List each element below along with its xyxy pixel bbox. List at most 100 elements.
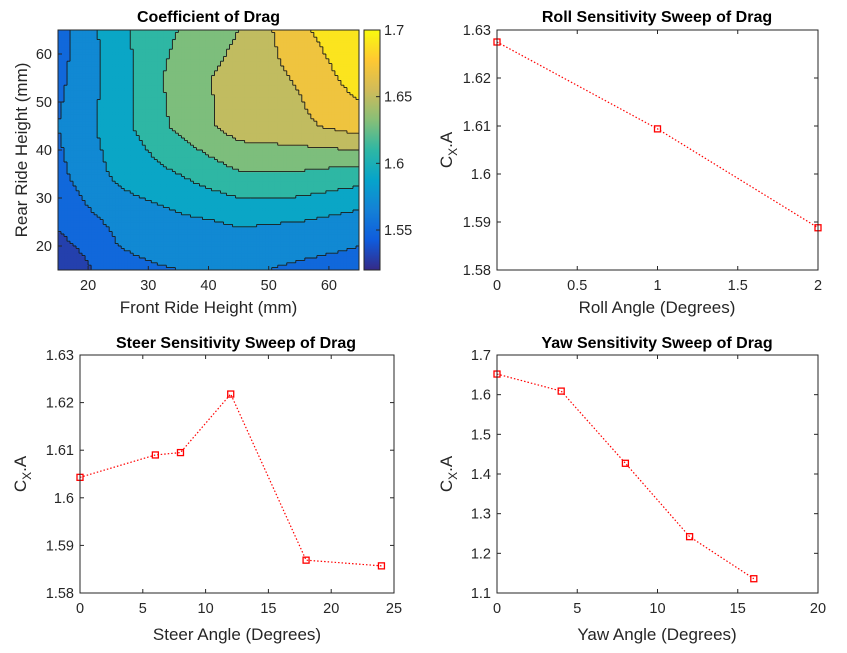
- contour-cell: [61, 212, 65, 216]
- contour-cell: [223, 238, 228, 242]
- contour-cell: [175, 186, 179, 189]
- contour-cell: [61, 178, 65, 182]
- contour-cell: [301, 154, 306, 158]
- contour-cell: [322, 222, 327, 225]
- contour-cell: [61, 265, 65, 269]
- contour-cell: [97, 195, 101, 199]
- contour-cell: [247, 200, 252, 204]
- contour-cell: [295, 159, 300, 163]
- contour-cell: [346, 154, 351, 158]
- contour-cell: [322, 157, 327, 161]
- contour-cell: [64, 243, 68, 247]
- contour-cell: [73, 262, 77, 266]
- contour-cell: [337, 258, 342, 261]
- contour-cell: [145, 219, 149, 223]
- contour-cell: [244, 234, 249, 237]
- contour-cell: [181, 152, 186, 156]
- contour-cell: [187, 186, 192, 189]
- contour-cell: [58, 164, 62, 168]
- contour-cell: [355, 224, 359, 228]
- contour-cell: [121, 253, 125, 257]
- contour-cell: [232, 178, 237, 182]
- contour-cell: [268, 250, 273, 254]
- contour-cell: [85, 176, 89, 180]
- contour-cell: [148, 260, 152, 264]
- contour-cell: [265, 162, 270, 165]
- contour-cell: [154, 241, 158, 245]
- contour-cell: [178, 190, 183, 194]
- contour-cell: [70, 159, 74, 163]
- contour-cell: [67, 193, 71, 197]
- contour-cell: [127, 207, 131, 211]
- contour-cell: [88, 150, 92, 153]
- contour-cell: [202, 246, 207, 249]
- contour-cell: [253, 166, 258, 170]
- contour-cell: [229, 243, 234, 247]
- contour-cell: [229, 212, 234, 216]
- contour-cell: [250, 226, 255, 230]
- contour-cell: [343, 150, 348, 153]
- contour-cell: [319, 195, 324, 199]
- contour-cell: [247, 226, 252, 230]
- contour-cell: [166, 186, 170, 189]
- contour-cell: [223, 231, 228, 235]
- contour-cell: [124, 198, 128, 201]
- contour-cell: [190, 265, 195, 269]
- contour-cell: [322, 214, 327, 218]
- contour-cell: [139, 195, 143, 199]
- contour-cell: [322, 219, 327, 223]
- contour-cell: [127, 154, 131, 158]
- contour-cell: [181, 260, 186, 264]
- contour-cell: [109, 166, 113, 170]
- contour-cell: [256, 260, 261, 264]
- contour-cell: [112, 241, 116, 245]
- contour-cell: [286, 224, 291, 228]
- contour-cell: [301, 181, 306, 185]
- contour-cell: [184, 154, 189, 158]
- contour-cell: [316, 166, 321, 170]
- contour-cell: [160, 193, 164, 197]
- contour-cell: [172, 219, 176, 223]
- contour-cell: [208, 229, 213, 233]
- contour-cell: [64, 195, 68, 199]
- contour-cell: [79, 183, 83, 187]
- contour-cell: [205, 238, 210, 242]
- contour-cell: [154, 217, 158, 221]
- contour-cell: [73, 183, 77, 187]
- contour-cell: [322, 190, 327, 194]
- contour-cell: [298, 157, 303, 161]
- contour-cell: [295, 229, 300, 233]
- contour-cell: [115, 154, 119, 158]
- contour-cell: [214, 229, 219, 233]
- contour-cell: [97, 226, 101, 230]
- contour-cell: [193, 267, 198, 270]
- contour-cell: [295, 190, 300, 194]
- contour-cell: [214, 176, 219, 180]
- contour-cell: [130, 190, 134, 194]
- contour-cell: [73, 229, 77, 233]
- contour-cell: [328, 174, 333, 177]
- contour-cell: [94, 243, 98, 247]
- contour-cell: [205, 202, 210, 206]
- contour-cell: [199, 212, 204, 216]
- contour-cell: [193, 265, 198, 269]
- contour-cell: [121, 255, 125, 259]
- contour-cell: [283, 222, 288, 225]
- contour-cell: [208, 212, 213, 216]
- contour-cell: [310, 267, 315, 270]
- contour-cell: [352, 152, 357, 156]
- contour-cell: [154, 174, 158, 177]
- contour-cell: [172, 236, 176, 240]
- contour-cell: [238, 154, 243, 158]
- contour-cell: [328, 248, 333, 252]
- contour-cell: [127, 262, 131, 266]
- contour-cell: [163, 150, 167, 153]
- contour-cell: [355, 222, 359, 225]
- contour-cell: [295, 222, 300, 225]
- contour-cell: [94, 195, 98, 199]
- contour-cell: [106, 222, 110, 225]
- contour-cell: [109, 260, 113, 264]
- contour-cell: [223, 181, 228, 185]
- contour-cell: [82, 171, 86, 175]
- contour-cell: [118, 231, 122, 235]
